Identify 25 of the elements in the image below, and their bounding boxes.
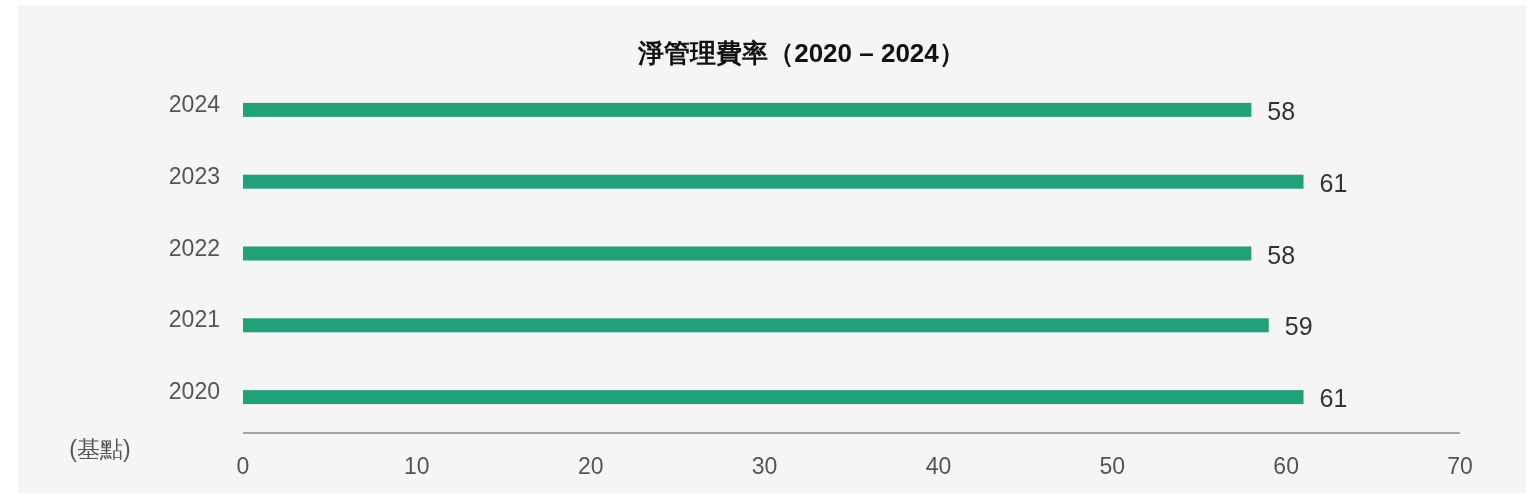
x-tick-label: 20	[577, 453, 604, 479]
y-tick-label: 2021	[168, 306, 220, 333]
x-tick-label: 0	[236, 453, 250, 479]
chart-title: 淨管理費率（2020 – 2024）	[637, 38, 965, 68]
y-tick-label: 2020	[168, 378, 220, 405]
bar	[243, 246, 1252, 261]
x-axis-title: (基點)	[69, 436, 131, 462]
data-label: 59	[1284, 312, 1313, 341]
y-tick-label: 2023	[168, 162, 220, 189]
x-tick-label: 70	[1447, 453, 1473, 479]
bar	[243, 390, 1304, 405]
x-tick-label: 10	[404, 453, 430, 479]
bar	[243, 318, 1269, 333]
y-tick-label: 2022	[168, 234, 220, 261]
data-label: 58	[1267, 240, 1296, 269]
x-tick-label: 60	[1273, 453, 1299, 479]
data-label: 58	[1267, 96, 1296, 125]
data-label: 61	[1319, 168, 1348, 197]
x-tick-label: 50	[1099, 453, 1126, 479]
x-tick-label: 40	[925, 453, 952, 479]
y-tick-label: 2024	[168, 90, 221, 117]
bar	[243, 102, 1252, 117]
bar	[243, 174, 1304, 189]
data-label: 61	[1319, 384, 1348, 413]
x-tick-label: 30	[751, 453, 778, 479]
